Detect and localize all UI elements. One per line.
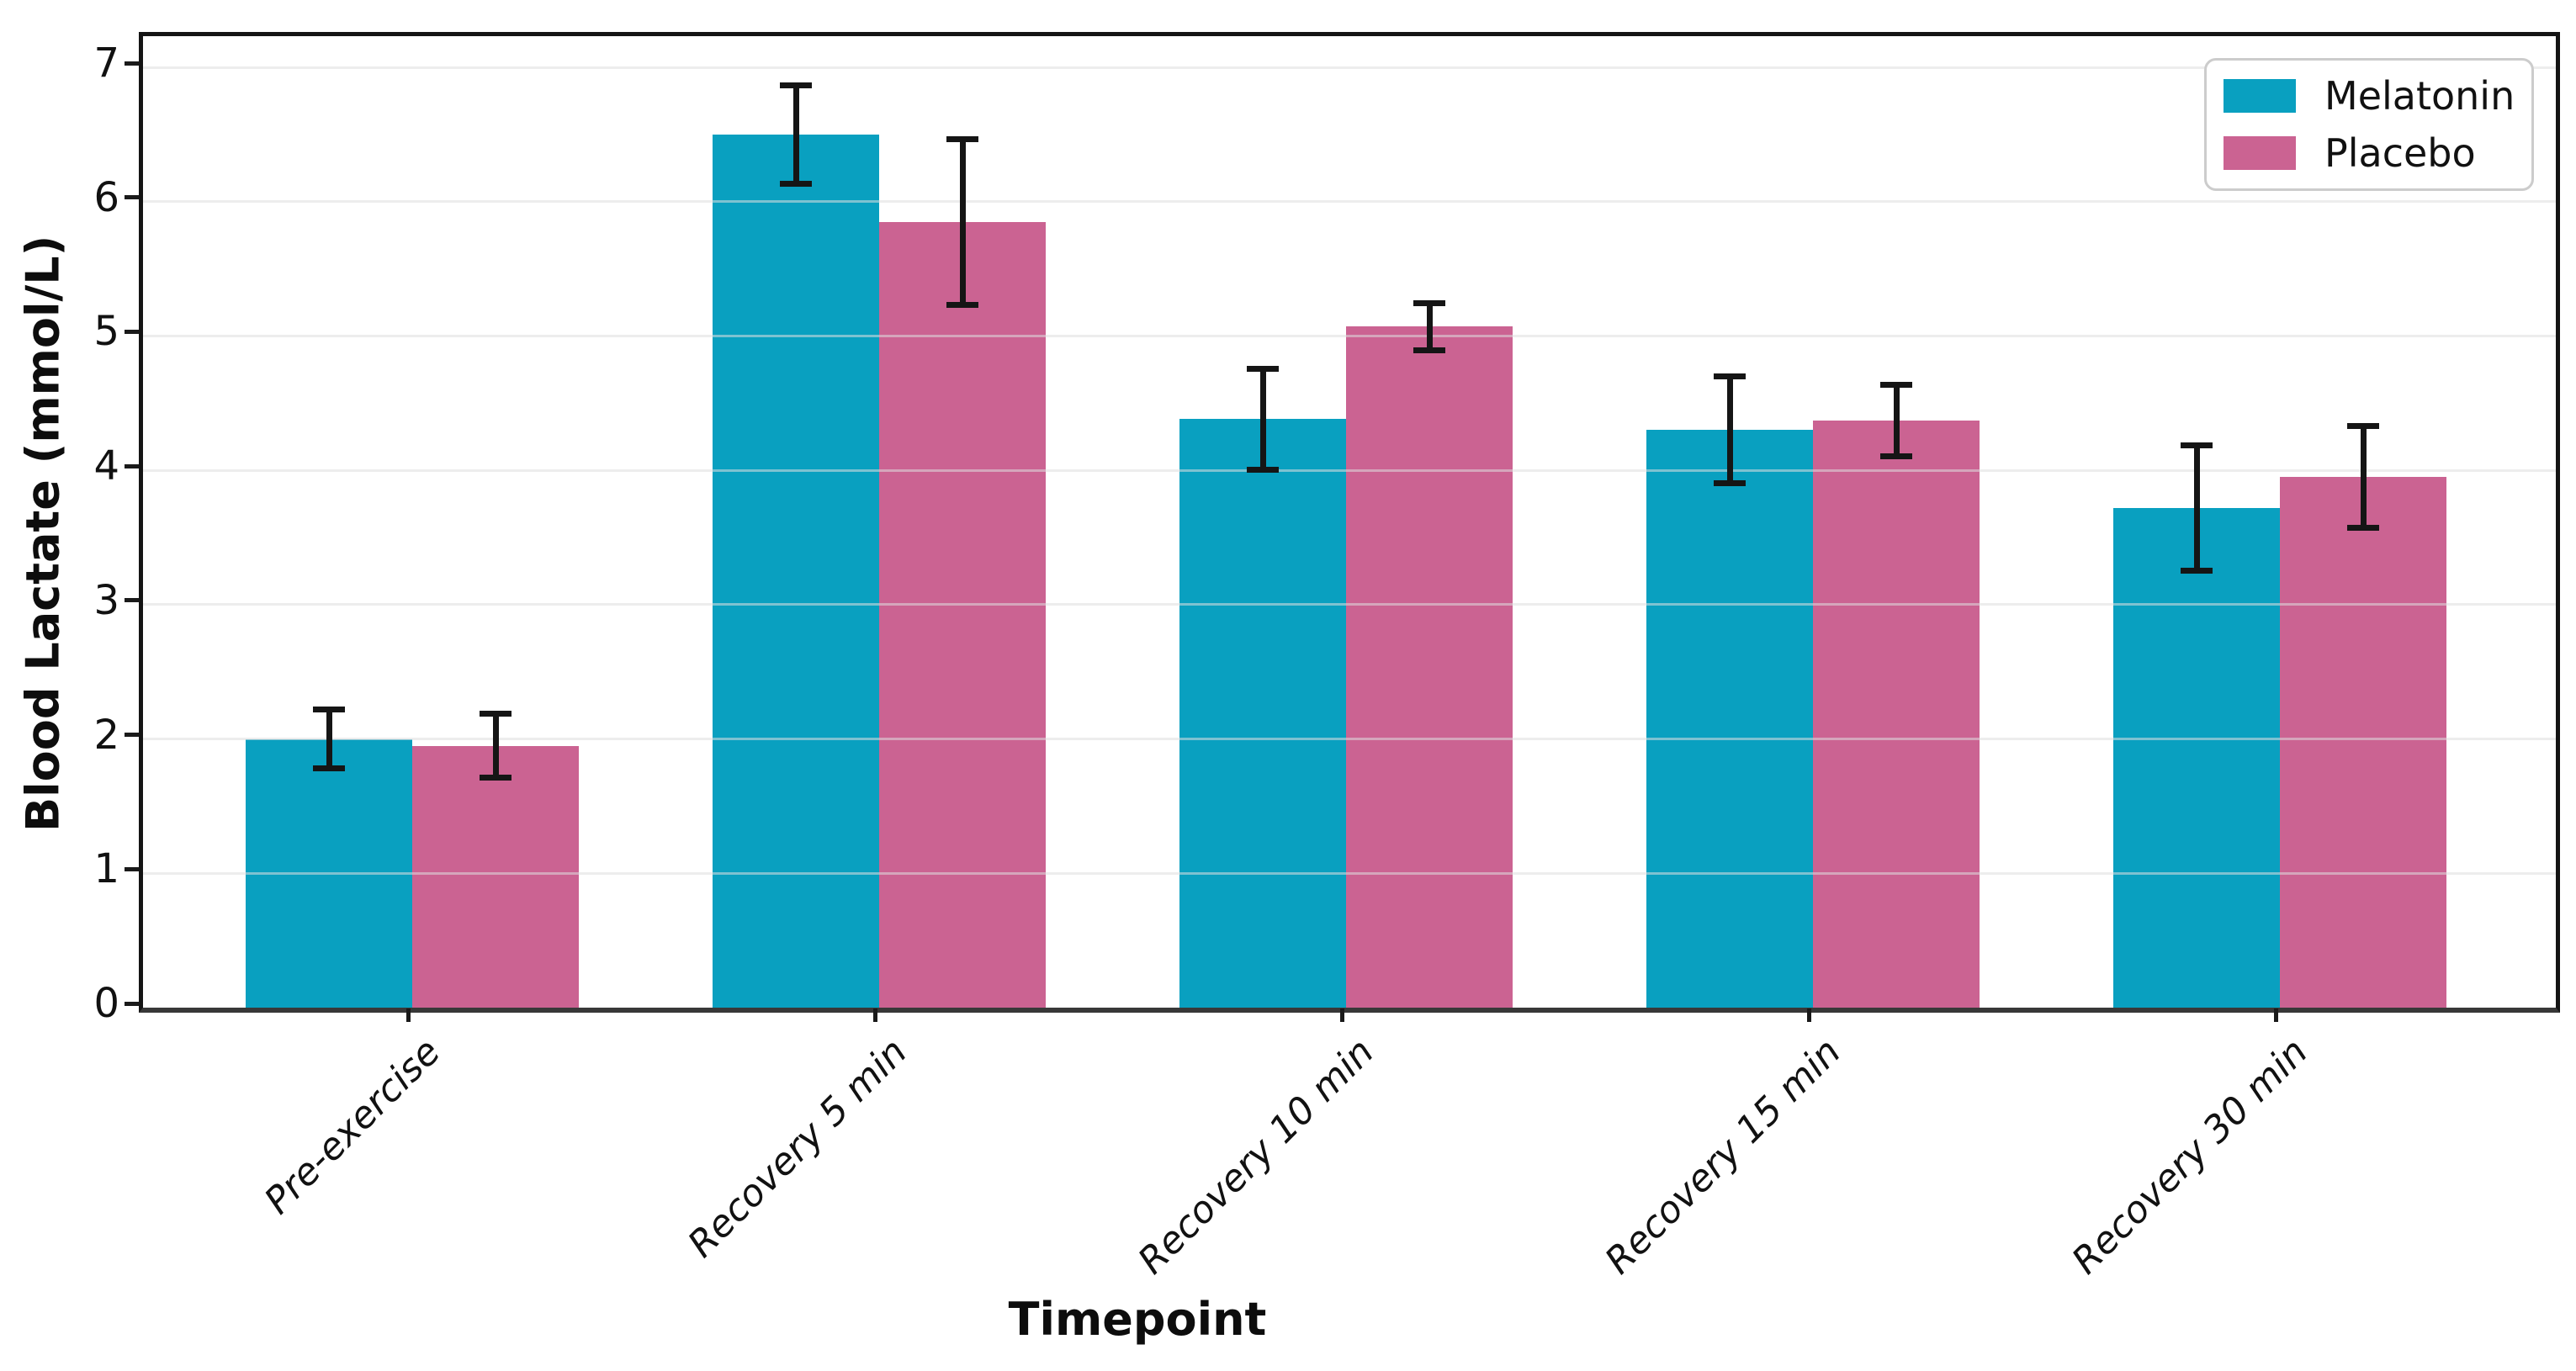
error-bar-cap-top <box>1413 299 1445 306</box>
error-bar-line <box>2360 426 2367 528</box>
x-tick-label-pre-exercise: Pre-exercise <box>256 1030 449 1223</box>
x-tick-label-recovery-5-min: Recovery 5 min <box>680 1030 916 1266</box>
gridline-y-1 <box>143 871 2556 875</box>
gridline-y-2 <box>143 738 2556 741</box>
y-tick-label-3: 3 <box>93 576 119 624</box>
x-tick-label-recovery-10-min: Recovery 10 min <box>1130 1030 1383 1283</box>
y-tick-label-2: 2 <box>93 711 119 759</box>
bar-placebo-recovery-15-min <box>1813 421 1980 1008</box>
bar-melatonin-recovery-10-min <box>1179 419 1346 1008</box>
error-bar-cap-top <box>1714 373 1746 380</box>
bar-placebo-recovery-5-min <box>879 221 1046 1008</box>
error-bar-cap-bottom <box>313 765 345 771</box>
gridline-y-3 <box>143 603 2556 606</box>
bar-melatonin-recovery-5-min <box>713 134 879 1008</box>
y-tick-label-0: 0 <box>93 980 119 1027</box>
error-bar-line <box>1259 368 1266 471</box>
error-bar-cap-bottom <box>1714 480 1746 487</box>
y-tick-label-4: 4 <box>93 442 119 490</box>
y-tick-label-6: 6 <box>93 173 119 221</box>
plot-area: Melatonin Placebo <box>139 32 2560 1013</box>
error-bar-cap-top <box>2181 442 2213 448</box>
y-tick-6 <box>125 195 139 200</box>
legend-item-placebo: Placebo <box>2224 134 2515 172</box>
y-tick-2 <box>125 733 139 738</box>
gridline-y-4 <box>143 468 2556 472</box>
error-bar-cap-bottom <box>2347 524 2379 531</box>
error-bar-cap-bottom <box>946 301 978 308</box>
bar-placebo-recovery-30-min <box>2280 477 2446 1008</box>
error-bar-cap-top <box>1247 365 1279 372</box>
x-tick-recovery-5-min <box>872 1008 877 1022</box>
bar-placebo-recovery-10-min <box>1346 326 1513 1008</box>
error-bar-line <box>1726 376 1733 484</box>
error-bar-cap-top <box>480 711 511 717</box>
error-bar-line <box>2193 444 2200 571</box>
legend-swatch-placebo <box>2224 136 2296 170</box>
x-tick-label-recovery-15-min: Recovery 15 min <box>1597 1030 1850 1283</box>
y-tick-label-7: 7 <box>93 40 119 87</box>
y-tick-label-5: 5 <box>93 308 119 356</box>
error-bar-line <box>1426 302 1433 351</box>
x-tick-recovery-10-min <box>1339 1008 1344 1022</box>
legend-label-placebo: Placebo <box>2324 130 2476 176</box>
error-bar-line <box>792 84 799 184</box>
y-tick-0 <box>125 1001 139 1006</box>
y-tick-label-1: 1 <box>93 845 119 893</box>
error-bar-cap-bottom <box>1880 453 1912 460</box>
error-bar-line <box>326 709 332 769</box>
error-bar-line <box>492 713 499 778</box>
x-tick-recovery-15-min <box>1806 1008 1811 1022</box>
y-tick-4 <box>125 463 139 468</box>
error-bar-cap-top <box>2347 423 2379 430</box>
legend: Melatonin Placebo <box>2204 58 2534 191</box>
error-bar-cap-top <box>1880 381 1912 388</box>
error-bar-cap-top <box>946 135 978 142</box>
error-bar-cap-top <box>313 707 345 713</box>
bar-melatonin-recovery-30-min <box>2113 507 2280 1008</box>
error-bar-cap-bottom <box>2181 567 2213 574</box>
error-bar-line <box>959 138 966 305</box>
bar-melatonin-recovery-15-min <box>1646 430 1813 1008</box>
error-bar-cap-bottom <box>1413 347 1445 354</box>
error-bar-cap-top <box>780 82 812 88</box>
error-bar-cap-bottom <box>480 774 511 781</box>
gridline-y-5 <box>143 334 2556 337</box>
x-tick-pre-exercise <box>405 1008 411 1022</box>
y-tick-3 <box>125 598 139 603</box>
y-tick-5 <box>125 329 139 334</box>
x-tick-label-recovery-30-min: Recovery 30 min <box>2064 1030 2317 1283</box>
y-tick-7 <box>125 61 139 66</box>
x-axis-title: Timepoint <box>1008 1293 1267 1346</box>
error-bar-cap-bottom <box>780 180 812 187</box>
y-tick-1 <box>125 866 139 871</box>
legend-label-melatonin: Melatonin <box>2324 73 2515 119</box>
gridline-y-7 <box>143 66 2556 69</box>
error-bar-line <box>1893 384 1900 458</box>
error-bar-cap-bottom <box>1247 467 1279 474</box>
bar-placebo-pre-exercise <box>412 745 579 1008</box>
gridline-y-6 <box>143 200 2556 204</box>
x-tick-recovery-30-min <box>2273 1008 2278 1022</box>
legend-swatch-melatonin <box>2224 79 2296 113</box>
legend-item-melatonin: Melatonin <box>2224 77 2515 115</box>
